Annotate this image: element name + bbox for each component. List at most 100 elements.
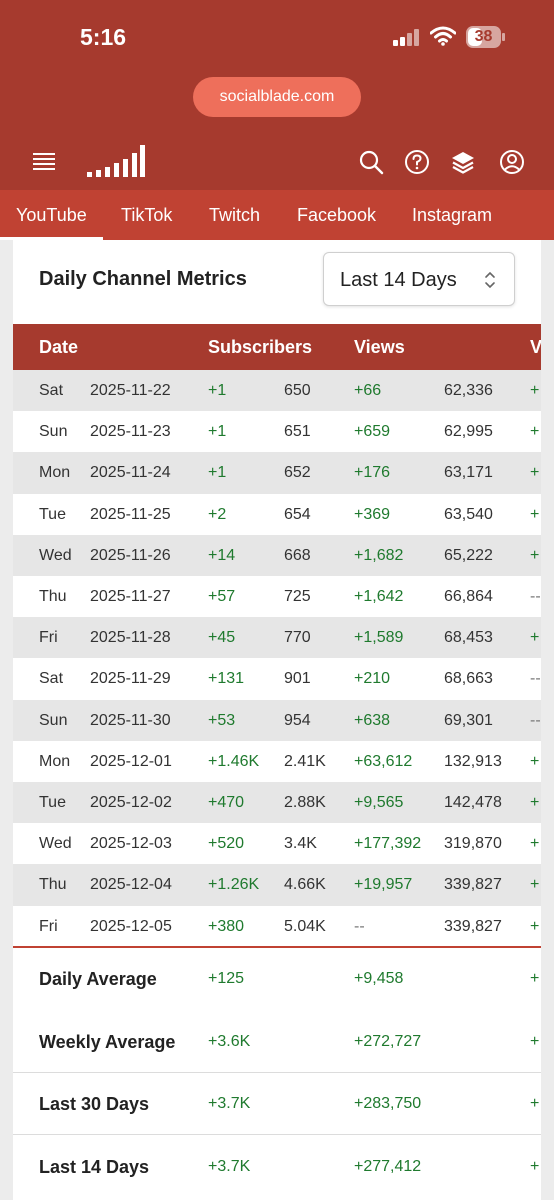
cell-view-change: +63,612 [354, 752, 413, 770]
cell-sub-change: +1 [208, 382, 227, 399]
cell-more: + [530, 917, 540, 935]
help-icon[interactable] [404, 149, 430, 175]
cell-subs: 4.66K [284, 876, 326, 894]
cell-date: 2025-11-26 [90, 546, 171, 564]
cell-more: + [530, 464, 540, 482]
cell-day: Tue [39, 794, 66, 811]
platform-tabs: YouTube TikTok Twitch Facebook Instagram [0, 190, 554, 240]
cell-subs: 3.4K [284, 835, 317, 853]
cell-more: + [530, 546, 540, 564]
cell-view-change: +369 [354, 505, 391, 523]
cell-date: 2025-11-29 [90, 670, 171, 688]
table-row: Sat 2025-11-22 +1 650 +66 62,336 + [13, 370, 541, 412]
cell-sub-change: +57 [208, 588, 236, 605]
summary-subs: +3.7K [208, 1095, 251, 1112]
menu-icon[interactable] [33, 153, 55, 170]
layers-icon[interactable] [450, 149, 476, 175]
top-header: 5:16 38 socialblade.com [0, 0, 554, 190]
header-truncated[interactable]: V [530, 337, 541, 357]
cell-day: Sat [39, 382, 64, 399]
cell-subs: 5.04K [284, 917, 326, 935]
summary-views: +283,750 [354, 1095, 422, 1112]
summary-views: +277,412 [354, 1157, 422, 1175]
cell-views: 132,913 [444, 752, 502, 770]
search-icon[interactable] [358, 149, 384, 175]
cell-date: 2025-12-01 [90, 752, 172, 770]
cell-view-change: +9,565 [354, 794, 404, 811]
cell-sub-change: +131 [208, 670, 245, 688]
cell-more: -- [530, 711, 541, 729]
cell-sub-change: +380 [208, 917, 245, 935]
socialblade-logo[interactable] [87, 145, 145, 177]
cell-sub-change: +53 [208, 711, 236, 729]
cell-sub-change: +2 [208, 505, 227, 523]
tab-instagram[interactable]: Instagram [412, 205, 493, 225]
cell-date: 2025-11-28 [90, 629, 171, 647]
cell-views: 69,301 [444, 711, 493, 729]
cell-more: + [530, 752, 540, 770]
cell-day: Thu [39, 588, 67, 605]
cell-more: + [530, 794, 540, 811]
summary-row: Last 14 Days +3.7K +277,412 + [13, 1136, 541, 1198]
summary-row: Daily Average +125 +9,458 + [13, 948, 541, 1010]
cell-subs: 2.88K [284, 794, 326, 811]
cell-date: 2025-11-27 [90, 588, 171, 605]
cell-subs: 668 [284, 546, 311, 564]
table-row: Mon 2025-11-24 +1 652 +176 63,171 + [13, 452, 541, 494]
cell-sub-change: +1 [208, 423, 227, 441]
cell-view-change: -- [354, 917, 365, 935]
tab-youtube[interactable]: YouTube [0, 190, 103, 240]
cell-day: Mon [39, 464, 71, 482]
cell-view-change: +19,957 [354, 876, 413, 894]
cell-more: + [530, 629, 540, 647]
cell-more: -- [530, 670, 541, 688]
url-bar[interactable]: socialblade.com [193, 77, 361, 117]
range-select[interactable]: Last 14 Days [323, 252, 515, 306]
cell-sub-change: +470 [208, 794, 245, 811]
summary-row: Weekly Average +3.6K +272,727 + [13, 1011, 541, 1073]
cell-subs: 725 [284, 588, 311, 605]
cell-more: + [530, 423, 540, 441]
table-row: Tue 2025-12-02 +470 2.88K +9,565 142,478 + [13, 782, 541, 824]
cellular-signal-icon [393, 28, 421, 46]
cell-day: Sun [39, 711, 68, 729]
cell-sub-change: +1.26K [208, 876, 260, 894]
chevron-updown-icon [485, 271, 495, 289]
cell-more: + [530, 382, 540, 399]
header-subscribers[interactable]: Subscribers [208, 337, 313, 357]
summary-more: + [530, 970, 540, 987]
cell-view-change: +638 [354, 711, 391, 729]
table-divider [13, 946, 541, 948]
cell-more: + [530, 835, 540, 853]
cell-date: 2025-11-30 [90, 711, 171, 729]
cell-view-change: +176 [354, 464, 391, 482]
cell-views: 65,222 [444, 546, 493, 564]
tab-tiktok[interactable]: TikTok [121, 205, 173, 225]
cell-sub-change: +1.46K [208, 752, 260, 770]
cell-views: 62,995 [444, 423, 493, 441]
summary-subs: +3.6K [208, 1032, 251, 1050]
cell-subs: 652 [284, 464, 311, 482]
header-views[interactable]: Views [354, 337, 405, 357]
cell-subs: 650 [284, 382, 311, 399]
cell-day: Sat [39, 670, 64, 688]
summary-divider [13, 1071, 541, 1073]
table-row: Tue 2025-11-25 +2 654 +369 63,540 + [13, 494, 541, 535]
account-icon[interactable] [499, 149, 525, 175]
cell-day: Wed [39, 546, 72, 564]
cell-more: + [530, 876, 540, 894]
summary-views: +272,727 [354, 1032, 422, 1050]
cell-views: 62,336 [444, 382, 493, 399]
summary-more: + [530, 1095, 540, 1112]
cell-subs: 2.41K [284, 752, 326, 770]
cell-subs: 770 [284, 629, 311, 647]
cell-views: 63,171 [444, 464, 493, 482]
summary-label: Daily Average [39, 969, 157, 989]
header-date[interactable]: Date [39, 337, 79, 357]
cell-views: 68,453 [444, 629, 493, 647]
tab-twitch[interactable]: Twitch [209, 205, 261, 225]
cell-date: 2025-12-03 [90, 835, 172, 853]
cell-more: -- [530, 588, 541, 605]
cell-sub-change: +14 [208, 546, 236, 564]
tab-facebook[interactable]: Facebook [297, 205, 377, 225]
